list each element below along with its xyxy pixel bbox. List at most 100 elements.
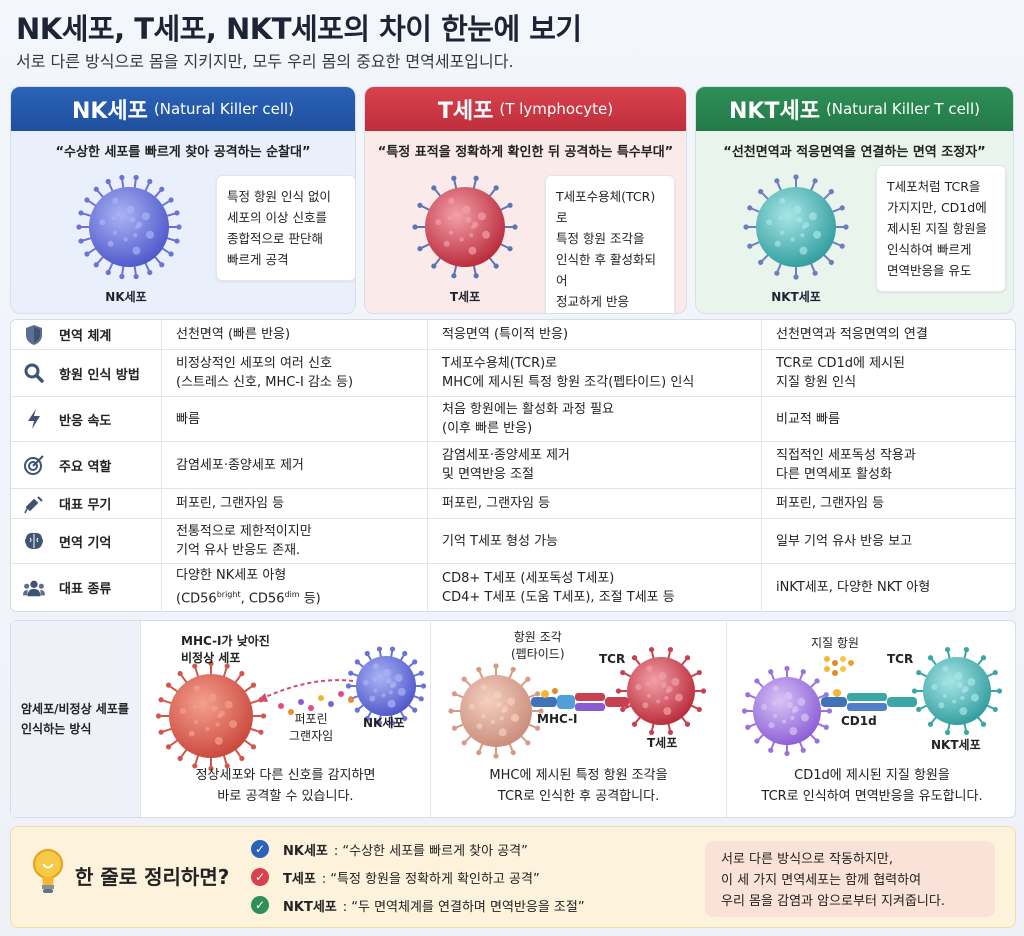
t-card-quote: “특정 표적을 정확하게 확인한 뒤 공격하는 특수부대” <box>377 145 674 160</box>
caption-line: CD1d에 제시된 지질 항원을 <box>794 768 950 783</box>
summary-note-line: 우리 몸을 감염과 암으로부터 지켜줍니다. <box>721 894 945 909</box>
cell-line: 다른 면역세포 활성화 <box>776 467 892 482</box>
nk-cell: 퍼포린, 그랜자임 등 <box>161 489 427 518</box>
t-cell: CD8+ T세포 (세포독성 T세포) CD4+ T세포 (도움 T세포), 조절… <box>427 564 761 611</box>
row-header: 반응 속도 <box>11 397 161 441</box>
t-antigen-label-line: 항원 조각 <box>513 630 562 644</box>
caption-line: 바로 공격할 수 있습니다. <box>217 789 354 804</box>
nkt-card: NKT세포 (Natural Killer T cell) “선천면역과 적응면… <box>695 86 1014 314</box>
t-mhc-label: MHC-I <box>537 712 578 726</box>
people-icon <box>23 577 45 599</box>
nk-cell: 감염세포·종양세포 제거 <box>161 442 427 488</box>
nkt-desc-line: 제시된 지질 항원을 <box>887 221 987 236</box>
cell-line: 전통적으로 제한적이지만 <box>176 524 312 539</box>
recognition-panel: 암세포/비정상 세포를 인식하는 방식 MHC-I가 낮아진 비정상 세포 퍼포… <box>10 620 1016 818</box>
row-header: 면역 체계 <box>11 320 161 349</box>
nk-target-label-line: MHC-I가 낮아진 <box>181 634 270 648</box>
summary-item: ✓ T세포 : “특정 항원을 정확하게 확인하고 공격” <box>251 863 585 891</box>
cell-line: 및 면역반응 조절 <box>442 467 534 482</box>
magnifier-icon <box>23 362 45 384</box>
cell-line: 빠름 <box>176 411 200 427</box>
nkt-recognition-diagram: 지질 항원 TCR CD1d NKT세포 CD1d에 제시된 지질 항원을 TC… <box>727 621 1017 817</box>
nk-weapon-label-line: 퍼포린 <box>294 712 328 726</box>
cell-line: TCR로 CD1d에 제시된 <box>776 356 905 371</box>
cell-line: 비교적 빠름 <box>776 411 840 427</box>
nk-cell-illustration <box>76 174 182 280</box>
nkt-cell: iNKT세포, 다양한 NKT 아형 <box>761 564 1017 611</box>
summary-item-name: NKT세포 <box>283 899 337 915</box>
summary-note: 서로 다른 방식으로 작동하지만, 이 세 가지 면역세포는 함께 협력하여 우… <box>705 841 995 917</box>
nk-cell: 다양한 NK세포 아형 (CD56bright, CD56dim 등) <box>161 564 427 611</box>
nkt-cell: 선천면역과 적응면역의 연결 <box>761 320 1017 349</box>
caption-line: TCR로 인식한 후 공격합니다. <box>497 789 660 804</box>
nk-desc-line: 특정 항원 인식 없이 <box>227 189 331 204</box>
row-label: 항원 인식 방법 <box>59 367 140 383</box>
t-card-english: (T lymphocyte) <box>499 100 614 118</box>
row-label: 대표 무기 <box>59 498 112 513</box>
nk-recognition-caption: 정상세포와 다른 신호를 감지하면 바로 공격할 수 있습니다. <box>141 765 430 807</box>
nk-weapon-label: 퍼포린 그랜자임 <box>289 711 333 745</box>
nkt-tcr-label: TCR <box>887 652 914 666</box>
caption-line: TCR로 인식하여 면역반응을 유도합니다. <box>761 789 983 804</box>
row-label: 면역 기억 <box>59 535 112 551</box>
summary-box: 한 줄로 정리하면? ✓ NK세포 : “수상한 세포를 빠르게 찾아 공격” … <box>10 826 1016 928</box>
nkt-desc-line: 인식하여 빠르게 <box>887 242 972 257</box>
t-cell: 기억 T세포 형성 가능 <box>427 519 761 563</box>
table-row: 대표 종류 다양한 NK세포 아형 (CD56bright, CD56dim 등) C… <box>11 564 1015 611</box>
cell-line: 퍼포린, 그랜자임 등 <box>442 496 551 511</box>
cell-line: 처음 항원에는 활성화 과정 필요 <box>442 402 615 417</box>
cell-line: 다양한 NK세포 아형 <box>176 568 287 584</box>
nkt-card-header: NKT세포 (Natural Killer T cell) <box>696 87 1013 131</box>
nk-target-label-line: 비정상 세포 <box>181 651 241 665</box>
nkt-cell: 일부 기억 유사 반응 보고 <box>761 519 1017 563</box>
summary-item: ✓ NKT세포 : “두 면역체계를 연결하며 면역반응을 조절” <box>251 891 585 919</box>
t-cell: 처음 항원에는 활성화 과정 필요 (이후 빠른 반응) <box>427 397 761 441</box>
nk-card-description: 특정 항원 인식 없이 세포의 이상 신호를 종합적으로 판단해 빠르게 공격 <box>216 175 355 281</box>
cell-line: T세포수용체(TCR)로 <box>442 356 558 371</box>
row-label: 반응 속도 <box>59 413 112 429</box>
table-row: 대표 무기 퍼포린, 그랜자임 등 퍼포린, 그랜자임 등 퍼포린, 그랜자임 등 <box>11 489 1015 519</box>
comparison-table: 면역 체계 선천면역 (빠른 반응) 적응면역 (특이적 반응) 선천면역과 적응면역… <box>10 319 1016 612</box>
t-cell: 적응면역 (특이적 반응) <box>427 320 761 349</box>
cell-line: CD8+ T세포 (세포독성 T세포) <box>442 570 615 586</box>
nk-cell: 비정상적인 세포의 여러 신호 (스트레스 신호, MHC-I 감소 등) <box>161 350 427 396</box>
caption-line: MHC에 제시된 특정 항원 조각을 <box>489 768 668 783</box>
t-desc-line: 특정 항원 조각을 <box>556 231 645 246</box>
cell-line: 퍼포린, 그랜자임 등 <box>176 496 285 511</box>
t-recognition-caption: MHC에 제시된 특정 항원 조각을 TCR로 인식한 후 공격합니다. <box>431 765 726 807</box>
nk-recognition-illustration <box>155 646 427 772</box>
nkt-card-quote: “선천면역과 적응면역을 연결하는 면역 조정자” <box>723 145 986 160</box>
caption-line: 정상세포와 다른 신호를 감지하면 <box>195 768 376 783</box>
cell-line: 지질 항원 인식 <box>776 375 857 390</box>
cell-line: 기억 T세포 형성 가능 <box>442 533 559 549</box>
t-antigen-label: 항원 조각 (펩타이드) <box>511 629 565 663</box>
nk-cell-tag: NK세포 <box>363 716 405 730</box>
t-desc-line: T세포수용체(TCR)로 <box>556 189 656 225</box>
row-header: 대표 무기 <box>11 489 161 518</box>
nkt-cell: 직접적인 세포독성 작용과 다른 면역세포 활성화 <box>761 442 1017 488</box>
t-antigen-label-line: (펩타이드) <box>511 647 565 661</box>
t-card-header: T세포 (T lymphocyte) <box>365 87 686 131</box>
row-header: 면역 기억 <box>11 519 161 563</box>
t-card-description: T세포수용체(TCR)로 특정 항원 조각을 인식한 후 활성화되어 정교하게 … <box>545 175 675 313</box>
nk-cell: 선천면역 (빠른 반응) <box>161 320 427 349</box>
nk-desc-line: 세포의 이상 신호를 <box>227 210 327 225</box>
table-row: 주요 역할 감염세포·종양세포 제거 감염세포·종양세포 제거 및 면역반응 조절 직접… <box>11 442 1015 489</box>
recognition-label: 암세포/비정상 세포를 인식하는 방식 <box>11 621 141 817</box>
t-card: T세포 (T lymphocyte) “특정 표적을 정확하게 확인한 뒤 공격… <box>364 86 687 314</box>
nk-card-english: (Natural Killer cell) <box>153 100 295 118</box>
check-icon: ✓ <box>251 840 269 858</box>
cell-line: 기억 유사 반응도 존재. <box>176 543 301 558</box>
summary-item-name: T세포 <box>283 871 316 887</box>
summary-note-line: 서로 다른 방식으로 작동하지만, <box>721 852 894 867</box>
page-title: NK세포, T세포, NKT세포의 차이 한눈에 보기 <box>16 12 582 46</box>
summary-list: ✓ NK세포 : “수상한 세포를 빠르게 찾아 공격” ✓ T세포 : “특정… <box>251 835 585 919</box>
cell-line: iNKT세포, 다양한 NKT 아형 <box>776 580 931 595</box>
summary-item-text: : “특정 항원을 정확하게 확인하고 공격” <box>321 871 540 887</box>
summary-item: ✓ NK세포 : “수상한 세포를 빠르게 찾아 공격” <box>251 835 585 863</box>
cell-line: (이후 빠른 반응) <box>442 421 533 436</box>
cell-line: 감염세포·종양세포 제거 <box>176 457 304 473</box>
summary-item-text: : “두 면역체계를 연결하며 면역반응을 조절” <box>342 899 585 915</box>
summary-item-text: : “수상한 세포를 빠르게 찾아 공격” <box>333 843 528 859</box>
